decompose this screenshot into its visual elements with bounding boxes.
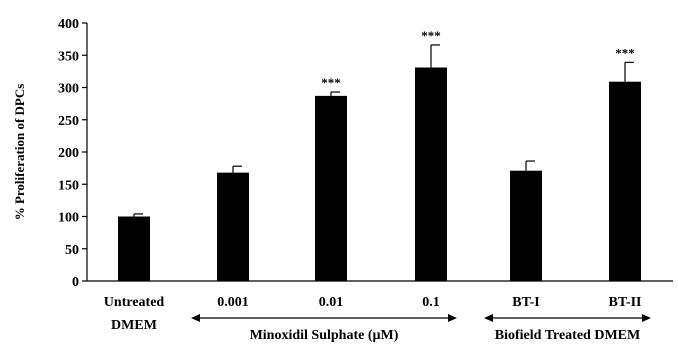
y-tick-label: 350 xyxy=(58,49,79,64)
y-tick-label: 250 xyxy=(58,114,79,129)
group-arrow-head-left xyxy=(191,314,200,322)
significance-label: *** xyxy=(321,75,341,90)
x-tick-label: Untreated xyxy=(104,295,165,310)
significance-label: *** xyxy=(421,28,441,43)
y-tick-label: 150 xyxy=(58,178,79,193)
bar xyxy=(609,81,641,281)
group-label: Biofield Treated DMEM xyxy=(495,328,640,343)
group-labels: Minoxidil Sulphate (µM) Biofield Treated … xyxy=(191,314,651,343)
bar xyxy=(118,216,150,281)
y-tick-label: 0 xyxy=(72,275,79,290)
x-tick-label: 0.1 xyxy=(422,295,440,310)
y-tick-label: 50 xyxy=(65,243,79,258)
y-tick-label: 400 xyxy=(58,17,79,32)
bar xyxy=(315,95,347,281)
group-arrow-head-left xyxy=(484,314,493,322)
y-axis-label: % Proliferation of DPCs xyxy=(12,84,27,221)
group-label: Minoxidil Sulphate (µM) xyxy=(250,328,399,343)
bar xyxy=(217,172,249,281)
x-tick-label: 0.001 xyxy=(217,295,249,310)
y-tick-label: 200 xyxy=(58,146,79,161)
x-tick-label: BT-II xyxy=(609,295,642,310)
x-axis: Untreated DMEM 0.001 0.01 0.1 BT-I BT-II xyxy=(87,280,673,333)
bars: *** *** *** xyxy=(118,28,641,281)
significance-label: *** xyxy=(615,45,635,60)
x-tick-label: 0.01 xyxy=(319,295,344,310)
group-arrow-head-right xyxy=(642,314,651,322)
group-bracket: Minoxidil Sulphate (µM) xyxy=(191,314,457,343)
group-arrow-head-right xyxy=(448,314,457,322)
bar xyxy=(510,170,542,281)
group-bracket: Biofield Treated DMEM xyxy=(484,314,651,343)
x-tick-label: DMEM xyxy=(111,318,157,333)
bar xyxy=(415,67,447,281)
y-tick-label: 300 xyxy=(58,82,79,97)
y-axis: 0 50 100 150 200 250 300 350 400 xyxy=(58,17,88,290)
x-tick-label: BT-I xyxy=(512,295,540,310)
y-tick-label: 100 xyxy=(58,211,79,226)
